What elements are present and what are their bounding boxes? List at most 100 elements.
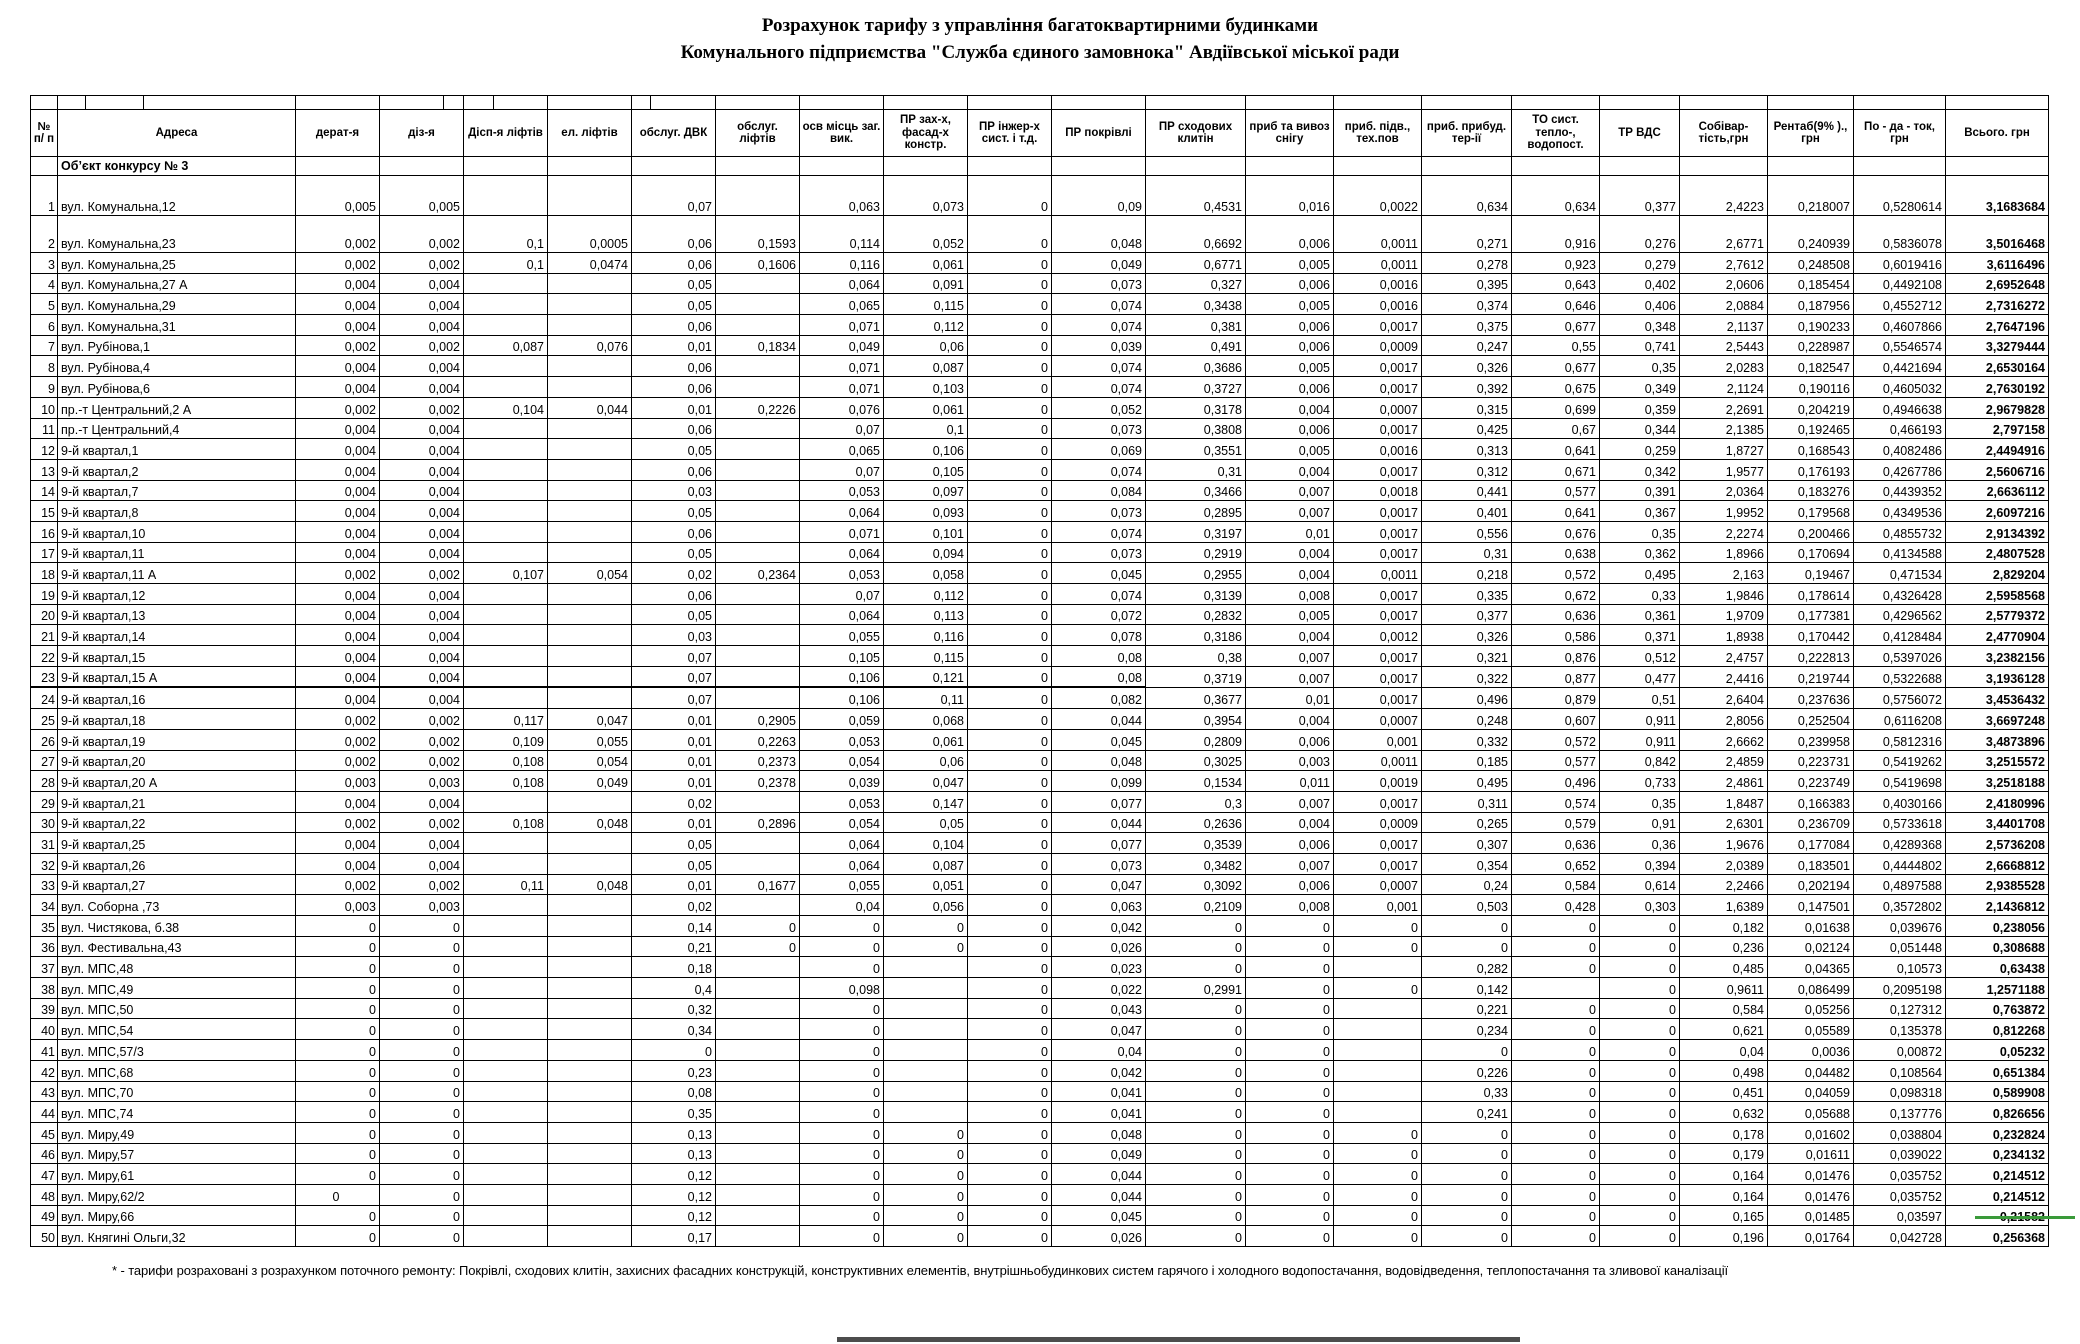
value-cell[interactable]: 0,634 xyxy=(1511,175,1600,216)
value-cell[interactable]: 2,5443 xyxy=(1679,334,1768,357)
value-cell[interactable]: 0,006 xyxy=(1245,272,1334,295)
address-cell[interactable]: 9-й квартал,22 xyxy=(57,811,296,834)
row-number-cell[interactable]: 3 xyxy=(30,252,58,274)
value-cell[interactable]: 0 xyxy=(967,852,1052,875)
value-cell[interactable]: 0 xyxy=(967,1039,1052,1061)
value-cell[interactable] xyxy=(715,1142,800,1165)
value-cell[interactable] xyxy=(463,1059,548,1082)
value-cell[interactable] xyxy=(883,1080,968,1103)
empty-cell[interactable] xyxy=(1051,156,1146,176)
value-cell[interactable] xyxy=(463,665,548,689)
value-cell[interactable]: 0 xyxy=(967,541,1052,564)
row-number-cell[interactable]: 27 xyxy=(30,749,58,772)
value-cell[interactable]: 0,004 xyxy=(379,665,464,689)
value-cell[interactable]: 0,06 xyxy=(631,583,716,605)
value-cell[interactable]: 0,077 xyxy=(1051,790,1146,813)
value-cell[interactable]: 0,0017 xyxy=(1333,417,1422,440)
value-cell[interactable]: 0,17 xyxy=(631,1225,716,1247)
address-cell[interactable]: 9-й квартал,19 xyxy=(57,728,296,751)
value-cell[interactable]: 0,048 xyxy=(1051,1121,1146,1144)
spacer-cell[interactable] xyxy=(967,95,1052,110)
value-cell[interactable]: 0,115 xyxy=(883,645,968,667)
value-cell[interactable]: 0,0017 xyxy=(1333,355,1422,378)
value-cell[interactable]: 0,3551 xyxy=(1145,438,1246,460)
empty-cell[interactable] xyxy=(1511,156,1600,176)
value-cell[interactable]: 0,166383 xyxy=(1767,790,1854,813)
value-cell[interactable]: 0,004 xyxy=(379,541,464,564)
value-cell[interactable]: 0,4128484 xyxy=(1853,624,1946,647)
value-cell[interactable]: 1,9577 xyxy=(1679,458,1768,481)
value-cell[interactable]: 0 xyxy=(967,708,1052,730)
value-cell[interactable]: 0,053 xyxy=(799,562,884,584)
value-cell[interactable]: 0,35 xyxy=(631,1101,716,1123)
value-cell[interactable]: 0,058 xyxy=(883,562,968,584)
value-cell[interactable]: 0,3186 xyxy=(1145,624,1246,647)
value-cell[interactable]: 0,073 xyxy=(1051,500,1146,522)
value-cell[interactable]: 0,042 xyxy=(1051,915,1146,937)
value-cell[interactable]: 0,04 xyxy=(1679,1039,1768,1061)
total-cell[interactable]: 2,6952648 xyxy=(1945,272,2049,295)
total-cell[interactable]: 0,232824 xyxy=(1945,1121,2049,1144)
value-cell[interactable]: 0,335 xyxy=(1421,583,1512,605)
value-cell[interactable]: 0,361 xyxy=(1599,603,1680,626)
value-cell[interactable]: 0,178614 xyxy=(1767,583,1854,605)
value-cell[interactable]: 0 xyxy=(1599,935,1680,958)
value-cell[interactable]: 0,042728 xyxy=(1853,1225,1946,1247)
value-cell[interactable]: 0,4296562 xyxy=(1853,603,1946,626)
address-cell[interactable]: 9-й квартал,18 xyxy=(57,708,296,730)
value-cell[interactable]: 0,6771 xyxy=(1145,252,1246,274)
value-cell[interactable]: 0,326 xyxy=(1421,624,1512,647)
empty-cell[interactable] xyxy=(547,156,632,176)
value-cell[interactable]: 0,332 xyxy=(1421,728,1512,751)
value-cell[interactable]: 2,1137 xyxy=(1679,314,1768,336)
total-cell[interactable]: 2,5606716 xyxy=(1945,458,2049,481)
address-cell[interactable]: вул. Комунальна,29 xyxy=(57,293,296,316)
value-cell[interactable]: 0 xyxy=(1245,956,1334,979)
value-cell[interactable] xyxy=(1333,1059,1422,1082)
value-cell[interactable]: 0,07 xyxy=(799,417,884,440)
value-cell[interactable]: 0,054 xyxy=(799,811,884,834)
column-header[interactable]: приб. прибуд. тер-ії xyxy=(1421,109,1512,157)
value-cell[interactable]: 0,004 xyxy=(295,541,380,564)
spacer-cell[interactable] xyxy=(1145,95,1246,110)
total-cell[interactable]: 3,2515572 xyxy=(1945,749,2049,772)
empty-cell[interactable] xyxy=(883,156,968,176)
value-cell[interactable]: 0,022 xyxy=(1051,977,1146,999)
value-cell[interactable]: 0,733 xyxy=(1599,770,1680,792)
value-cell[interactable]: 0,259 xyxy=(1599,438,1680,460)
empty-cell[interactable] xyxy=(799,156,884,176)
value-cell[interactable]: 0,179568 xyxy=(1767,500,1854,522)
value-cell[interactable]: 0,071 xyxy=(799,314,884,336)
value-cell[interactable]: 0,073 xyxy=(1051,417,1146,440)
address-cell[interactable]: 9-й квартал,11 А xyxy=(57,562,296,584)
value-cell[interactable]: 0,219744 xyxy=(1767,665,1854,688)
value-cell[interactable]: 0 xyxy=(1421,1039,1512,1061)
value-cell[interactable]: 0,056 xyxy=(883,894,968,916)
value-cell[interactable]: 0 xyxy=(967,728,1052,751)
value-cell[interactable]: 0 xyxy=(967,500,1052,522)
value-cell[interactable]: 0,699 xyxy=(1511,396,1600,419)
address-cell[interactable]: 9-й квартал,16 xyxy=(57,686,296,710)
value-cell[interactable]: 0 xyxy=(967,562,1052,584)
value-cell[interactable]: 2,6404 xyxy=(1679,686,1768,710)
value-cell[interactable] xyxy=(715,376,800,398)
value-cell[interactable]: 0,252504 xyxy=(1767,708,1854,730)
address-cell[interactable]: вул. Фестивальна,43 xyxy=(57,935,296,958)
value-cell[interactable] xyxy=(547,541,632,564)
value-cell[interactable]: 0 xyxy=(883,1183,968,1206)
value-cell[interactable]: 0 xyxy=(1145,1101,1246,1123)
value-cell[interactable]: 0 xyxy=(295,1225,380,1247)
value-cell[interactable]: 0,2905 xyxy=(715,708,800,730)
value-cell[interactable]: 0,05 xyxy=(883,811,968,834)
value-cell[interactable]: 0,002 xyxy=(379,215,464,253)
value-cell[interactable]: 0,190116 xyxy=(1767,376,1854,398)
value-cell[interactable]: 0 xyxy=(967,396,1052,419)
value-cell[interactable] xyxy=(463,1163,548,1185)
value-cell[interactable]: 0,039022 xyxy=(1853,1142,1946,1165)
total-cell[interactable]: 2,6097216 xyxy=(1945,500,2049,522)
value-cell[interactable]: 0,01 xyxy=(631,728,716,751)
value-cell[interactable]: 0,042 xyxy=(1051,1059,1146,1082)
row-number-cell[interactable]: 13 xyxy=(30,458,58,481)
value-cell[interactable]: 0,911 xyxy=(1599,708,1680,730)
value-cell[interactable] xyxy=(547,1204,632,1227)
